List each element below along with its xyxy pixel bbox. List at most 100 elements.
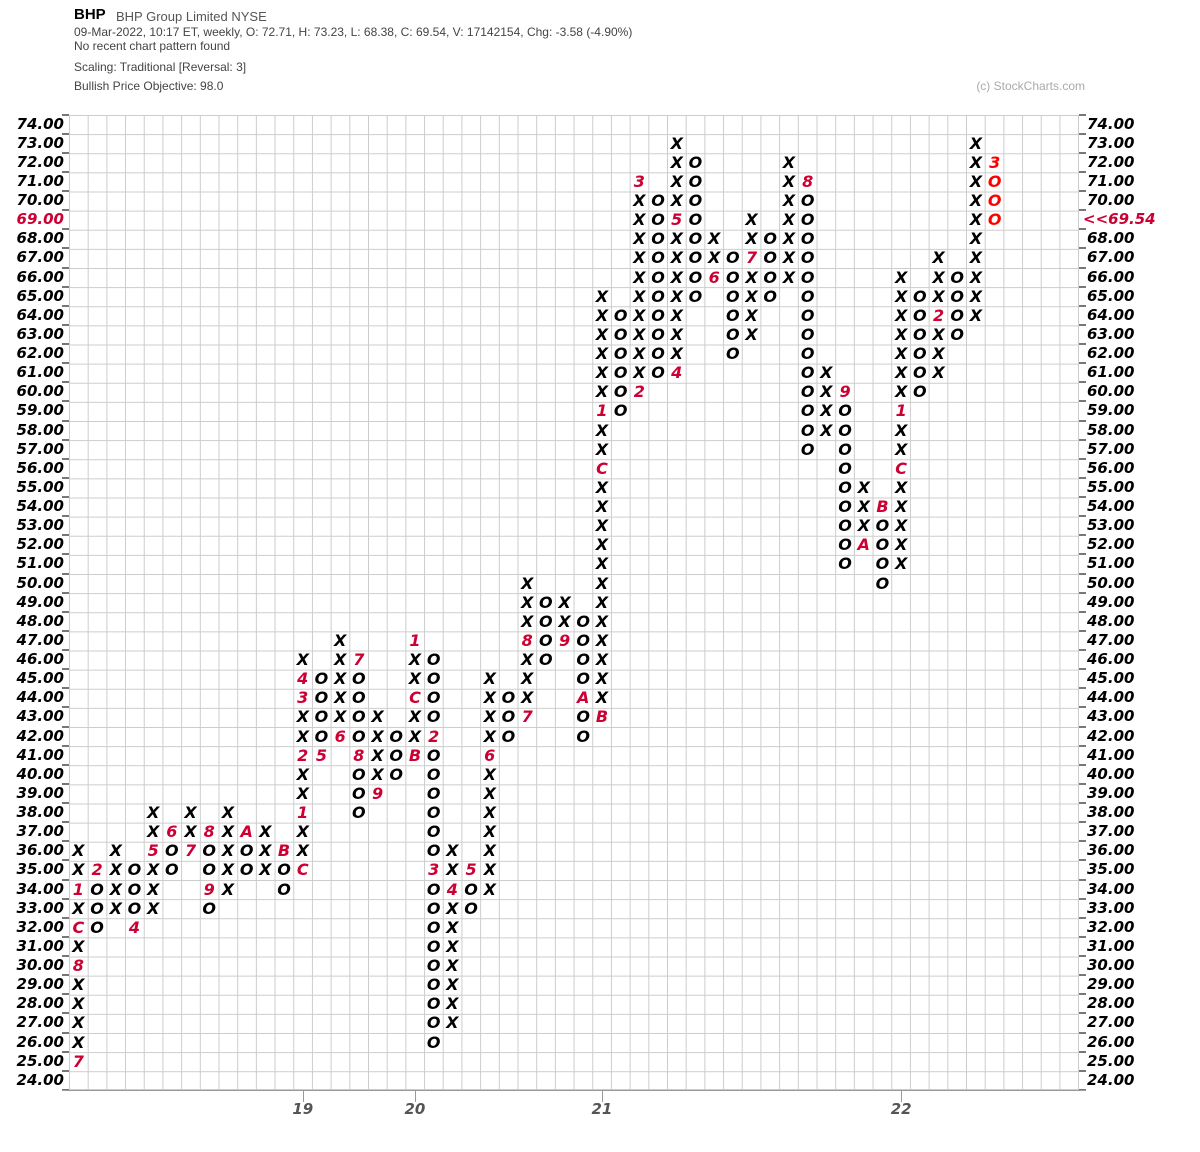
pnf-cell: X [894, 305, 908, 325]
x-axis-tick [302, 1091, 304, 1102]
pnf-cell: X [670, 248, 683, 268]
pnf-cell: X [446, 898, 459, 918]
pnf-cell: X [670, 286, 683, 306]
price-label-left: 74.00 [16, 114, 64, 133]
pnf-cell: O [950, 324, 965, 344]
pnf-cell: O [838, 477, 852, 497]
pnf-cell: O [426, 669, 441, 689]
price-label-right: 27.00 [1087, 1013, 1135, 1032]
pnf-cell: X [595, 497, 609, 516]
pnf-cell: 9 [558, 630, 571, 650]
pnf-cell: X [670, 133, 683, 153]
pnf-cell: O [838, 497, 852, 516]
pnf-cell: X [146, 822, 160, 842]
price-label-right: 64.00 [1087, 305, 1135, 324]
pnf-cell: O [352, 803, 366, 822]
pnf-cell: X [72, 841, 85, 861]
pnf-cell: A [240, 822, 253, 842]
price-label-right: 49.00 [1087, 592, 1135, 611]
pnf-cell: 2 [932, 305, 945, 325]
pnf-cell: X [782, 152, 796, 172]
pnf-cell: X [483, 688, 496, 708]
pnf-cell: 5 [465, 860, 477, 880]
y-axis-tick [1079, 438, 1086, 441]
price-label-right: 33.00 [1087, 898, 1135, 917]
price-label-right: 45.00 [1087, 669, 1135, 688]
pnf-cell: O [464, 898, 478, 918]
pnf-cell: X [969, 305, 983, 325]
pnf-cell: X [595, 573, 609, 593]
quote-status-line: 09-Mar-2022, 10:17 ET, weekly, O: 72.71,… [74, 25, 633, 39]
pnf-cell: O [800, 420, 815, 440]
y-axis-tick [1079, 1012, 1086, 1015]
price-label-left: 56.00 [16, 458, 64, 477]
price-label-right: 63.00 [1087, 324, 1135, 343]
pnf-cell: O [688, 229, 703, 249]
scaling-line: Scaling: Traditional [Reversal: 3] [74, 60, 247, 74]
pnf-cell: O [726, 286, 740, 306]
pnf-cell: O [987, 191, 1002, 210]
pnf-cell: X [483, 783, 496, 803]
y-axis-tick [1079, 1050, 1086, 1053]
price-label-left: 42.00 [16, 726, 64, 745]
pnf-cell: O [800, 382, 815, 402]
pnf-cell: O [539, 592, 553, 612]
pnf-cell: X [446, 975, 459, 995]
y-axis-tick [1079, 572, 1086, 575]
pnf-cell: O [127, 860, 142, 880]
pnf-cell: O [464, 879, 478, 899]
pnf-cell: X [595, 382, 609, 402]
pnf-cell: O [688, 152, 703, 172]
pnf-cell: 6 [484, 745, 496, 765]
pnf-cell: X [259, 860, 272, 880]
y-axis-tick [62, 400, 69, 403]
pnf-cell: O [576, 669, 591, 689]
pnf-cell: O [800, 229, 815, 249]
pnf-cell: 3 [633, 171, 645, 191]
pnf-cell: X [820, 420, 833, 440]
pnf-cell: O [426, 956, 441, 975]
pnf-cell: O [165, 841, 179, 861]
pnf-cell: B [595, 707, 609, 727]
y-axis-tick [62, 763, 69, 766]
price-label-right: 74.00 [1087, 114, 1135, 133]
pnf-cell: X [259, 822, 272, 842]
pnf-cell: X [932, 324, 945, 344]
y-axis-tick [62, 916, 69, 919]
pnf-cell: B [277, 841, 291, 861]
ticker-symbol: BHP [74, 6, 106, 23]
y-axis-tick [1079, 1069, 1086, 1072]
pnf-cell: X [670, 344, 683, 363]
price-label-right: 31.00 [1087, 936, 1135, 955]
pnf-cell: X [595, 554, 609, 574]
pnf-cell: O [913, 344, 927, 363]
y-axis-tick [62, 438, 69, 441]
pnf-cell: O [651, 305, 665, 325]
y-axis-tick [62, 209, 69, 212]
pnf-cell: X [820, 363, 833, 383]
price-label-left: 28.00 [16, 994, 64, 1013]
pnf-cell: O [726, 305, 740, 325]
pnf-cell: X [109, 860, 122, 880]
price-label-left: 35.00 [16, 860, 64, 879]
pnf-cell: X [333, 650, 347, 669]
y-axis-tick [1079, 534, 1086, 537]
y-axis-tick [1079, 343, 1086, 345]
pnf-cell: O [426, 783, 441, 803]
pnf-cell: X [932, 286, 945, 306]
pnf-cell: X [595, 363, 609, 383]
pnf-cell: X [670, 324, 683, 344]
y-axis-tick [1079, 362, 1086, 365]
pnf-cell: O [613, 401, 628, 421]
price-label-left: 51.00 [16, 554, 64, 573]
y-axis-tick [1079, 878, 1086, 881]
pnf-cell: O [800, 439, 815, 459]
pnf-cell: O [576, 650, 591, 669]
pnf-cell: O [127, 898, 142, 918]
y-axis-tick [1079, 304, 1086, 307]
price-label-right: 37.00 [1087, 822, 1135, 841]
pnf-cell: X [857, 477, 870, 497]
pnf-cell: X [633, 229, 646, 249]
